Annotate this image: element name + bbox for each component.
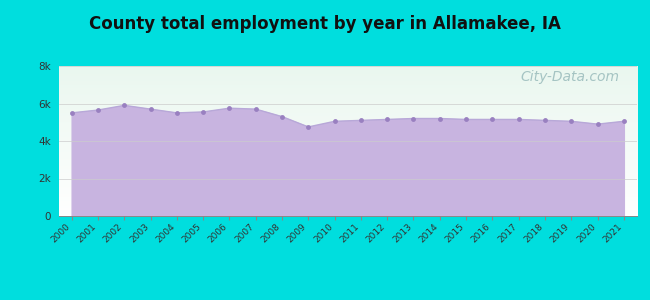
Point: [566, 119, 577, 124]
Text: County total employment by year in Allamakee, IA: County total employment by year in Allam…: [89, 15, 561, 33]
Point: [408, 116, 419, 121]
Point: [250, 107, 261, 112]
Point: [330, 119, 340, 124]
Point: [382, 117, 393, 122]
Point: [66, 110, 77, 115]
Point: [435, 116, 445, 121]
Point: [93, 108, 103, 112]
Text: City-Data.com: City-Data.com: [521, 70, 619, 85]
Point: [514, 117, 524, 122]
Point: [224, 106, 235, 111]
Point: [277, 114, 287, 119]
Point: [461, 117, 471, 122]
Point: [540, 118, 550, 123]
Point: [488, 117, 498, 122]
Point: [198, 110, 208, 114]
Point: [303, 124, 313, 129]
Point: [356, 118, 366, 123]
Point: [172, 110, 182, 115]
Point: [619, 119, 629, 124]
Point: [592, 122, 603, 127]
Point: [119, 103, 129, 108]
Point: [146, 107, 156, 112]
